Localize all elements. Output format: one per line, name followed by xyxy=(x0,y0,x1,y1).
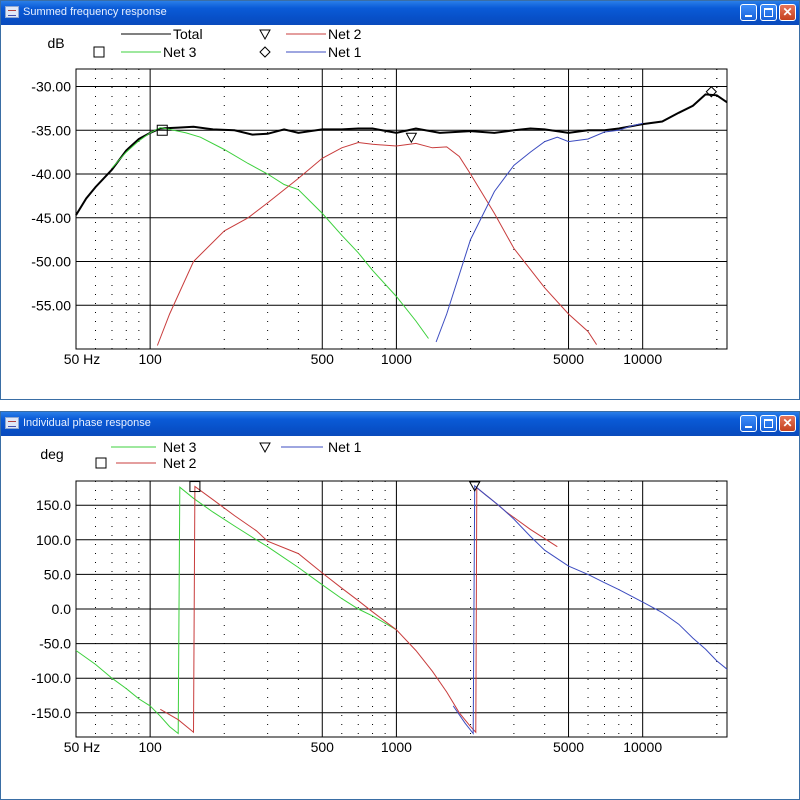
frequency-response-chart: -30.00 -35.00 -40.00 -45.00 -50.00 -55.00 50 H… xyxy=(31,26,728,367)
x-tick-label: 50 Hz xyxy=(64,351,101,367)
minimize-button[interactable] xyxy=(740,415,757,432)
y-tick-label: -35.00 xyxy=(31,122,71,138)
window-title: Individual phase response xyxy=(23,417,151,429)
series-marker xyxy=(156,124,168,136)
window-title-bar[interactable]: Summed frequency response ✕ xyxy=(1,1,799,25)
minimize-button[interactable] xyxy=(740,4,757,21)
x-tick-label: 500 xyxy=(311,351,335,367)
legend-marker xyxy=(93,46,105,58)
y-tick-label: -50.00 xyxy=(31,254,71,270)
close-icon: ✕ xyxy=(782,5,793,19)
x-tick-label: 1000 xyxy=(381,351,412,367)
close-button[interactable]: ✕ xyxy=(779,415,796,432)
y-tick-label: -30.00 xyxy=(31,79,71,95)
series-line xyxy=(75,93,728,216)
y-axis-label: dB xyxy=(47,35,64,51)
legend-label: Net 1 xyxy=(328,439,362,455)
maximize-icon xyxy=(764,419,773,428)
x-tick-label: 1000 xyxy=(381,739,412,755)
minimize-icon xyxy=(745,426,752,428)
window-app-icon[interactable] xyxy=(5,6,19,18)
x-tick-label: 100 xyxy=(138,739,162,755)
y-tick-label: -45.00 xyxy=(31,210,71,226)
series-line xyxy=(111,127,429,339)
x-tick-label: 10000 xyxy=(623,739,662,755)
legend-label: Net 3 xyxy=(163,44,197,60)
phase-response-chart: 150.0 100.0 50.0 0.0 -50.0 -100.0 -150.0 50 Hz 1… xyxy=(31,439,728,755)
legend-marker xyxy=(259,46,271,58)
plot-frame xyxy=(75,68,728,350)
series-marker xyxy=(705,86,718,98)
series-marker xyxy=(189,481,201,493)
legend-marker xyxy=(259,29,271,41)
minimize-icon xyxy=(745,15,752,17)
window-title-bar[interactable]: Individual phase response ✕ xyxy=(1,412,799,436)
window-title: Summed frequency response xyxy=(23,6,167,18)
series-line xyxy=(75,486,397,735)
legend-label: Net 3 xyxy=(163,439,197,455)
y-tick-label: -40.00 xyxy=(31,166,71,182)
y-tick-label: -55.00 xyxy=(31,297,71,313)
x-tick-label: 5000 xyxy=(553,351,584,367)
legend-label: Net 1 xyxy=(328,44,362,60)
series-line xyxy=(452,484,728,735)
legend-label: Total xyxy=(173,26,203,42)
y-axis-label: deg xyxy=(40,446,63,462)
legend-label: Net 2 xyxy=(328,26,362,42)
legend-marker xyxy=(259,442,271,454)
y-tick-label: 150.0 xyxy=(36,497,71,513)
legend-marker xyxy=(95,457,107,469)
series-line xyxy=(156,141,598,346)
series-line xyxy=(435,122,643,343)
x-tick-label: 500 xyxy=(311,739,335,755)
y-tick-label: 50.0 xyxy=(44,566,71,582)
x-tick-label: 50 Hz xyxy=(64,739,101,755)
x-tick-label: 5000 xyxy=(553,739,584,755)
y-tick-label: 0.0 xyxy=(52,601,72,617)
legend-label: Net 2 xyxy=(163,455,197,471)
maximize-button[interactable] xyxy=(760,4,777,21)
window-app-icon[interactable] xyxy=(5,417,19,429)
y-tick-label: -100.0 xyxy=(31,670,71,686)
maximize-button[interactable] xyxy=(760,415,777,432)
x-tick-label: 10000 xyxy=(623,351,662,367)
frequency-response-window: Summed frequency response ✕ -30.00 -35.00… xyxy=(0,0,800,400)
series-marker xyxy=(405,132,418,144)
series-marker xyxy=(468,481,481,492)
close-icon: ✕ xyxy=(782,416,793,430)
x-tick-label: 100 xyxy=(138,351,162,367)
close-button[interactable]: ✕ xyxy=(779,4,796,21)
y-tick-label: -50.0 xyxy=(39,636,71,652)
y-tick-label: -150.0 xyxy=(31,705,71,721)
y-tick-label: 100.0 xyxy=(36,532,71,548)
phase-response-window: Individual phase response ✕ 150.0 100.0 50… xyxy=(0,411,800,800)
maximize-icon xyxy=(764,8,773,17)
plot-frame xyxy=(75,480,728,738)
